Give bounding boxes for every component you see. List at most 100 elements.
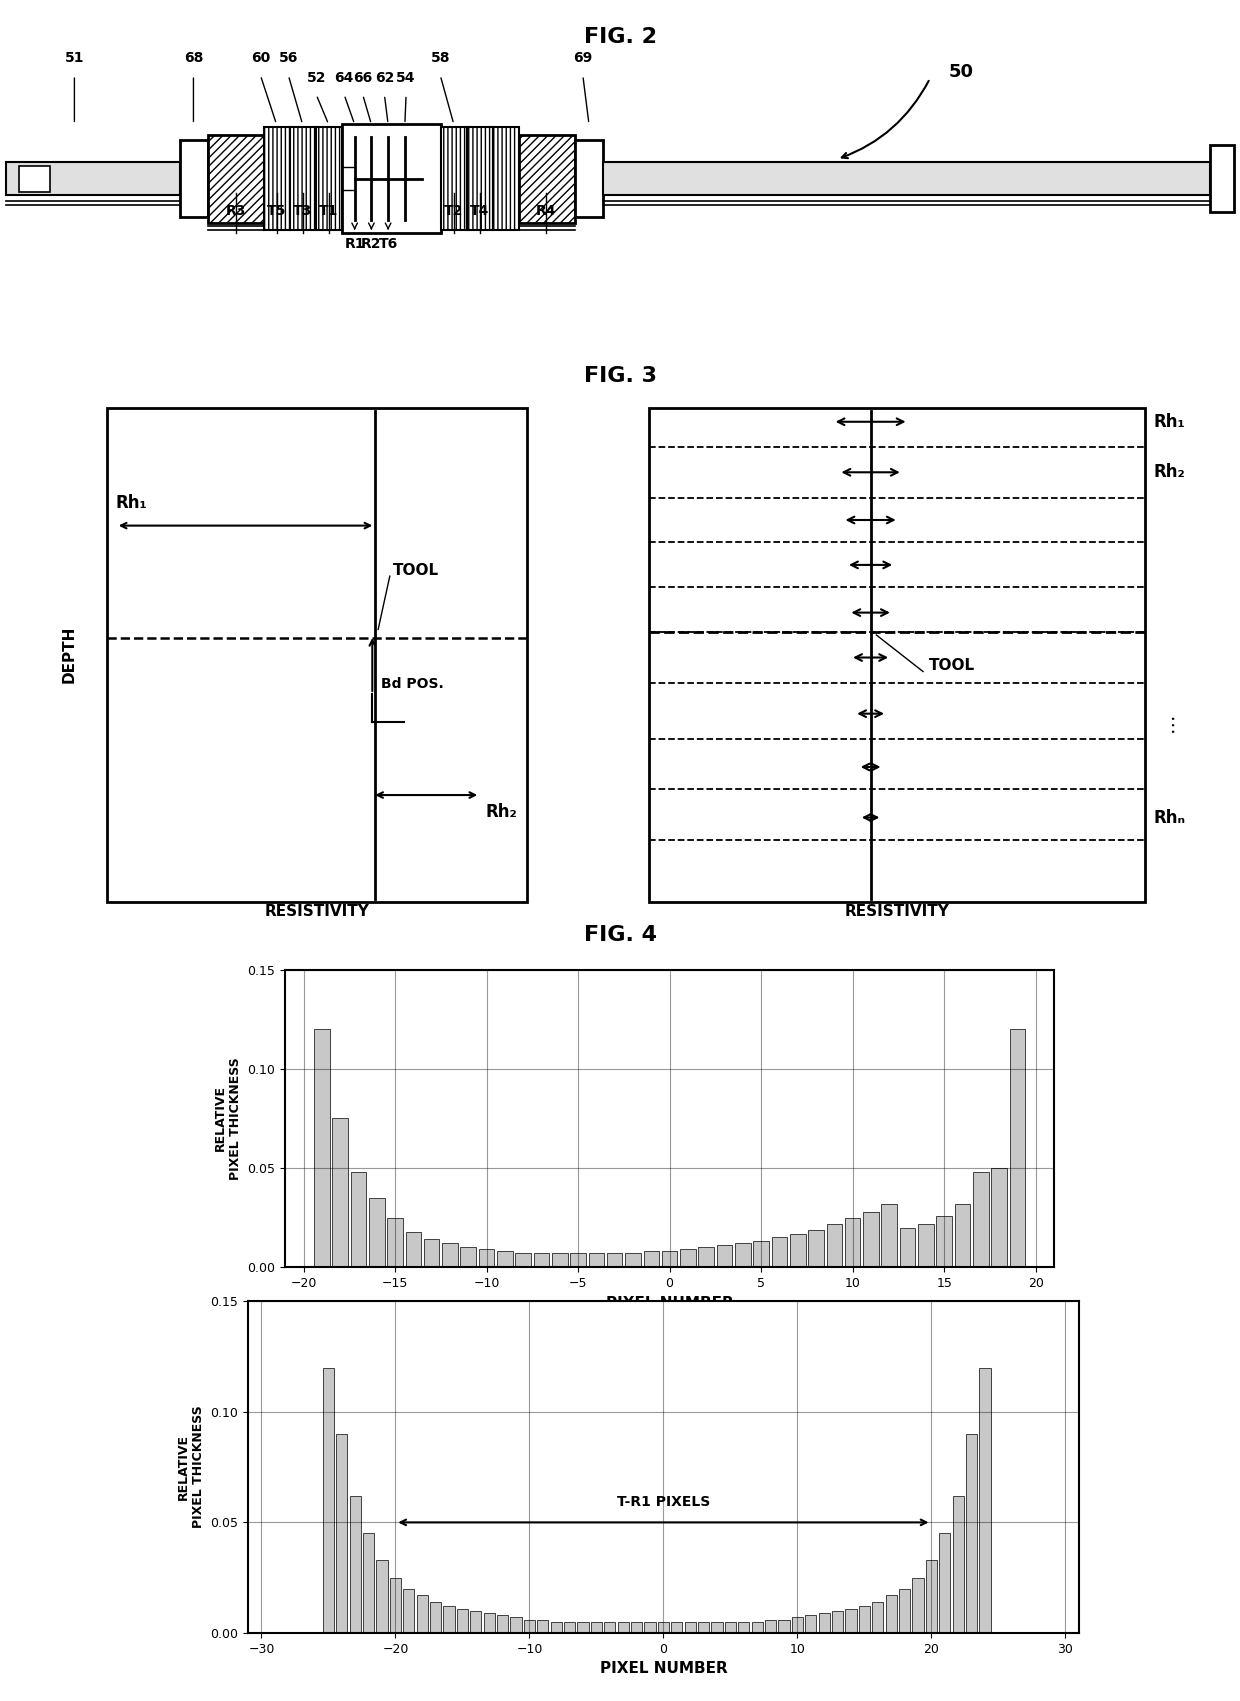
Bar xyxy=(444,1606,455,1633)
Bar xyxy=(441,128,466,230)
Bar xyxy=(936,1216,952,1267)
Bar xyxy=(322,1368,334,1633)
Text: 60: 60 xyxy=(250,51,270,65)
Bar xyxy=(754,1242,769,1267)
Bar xyxy=(698,1247,714,1267)
Bar xyxy=(460,1247,476,1267)
Bar xyxy=(832,1611,843,1633)
Bar xyxy=(336,1434,347,1633)
Bar xyxy=(466,128,494,230)
Bar xyxy=(717,1245,733,1267)
Text: Rh₁: Rh₁ xyxy=(115,493,148,512)
Text: 66: 66 xyxy=(353,71,372,85)
Bar xyxy=(618,1623,629,1633)
Bar xyxy=(389,1579,401,1633)
Bar xyxy=(589,1254,604,1267)
Bar xyxy=(899,1589,910,1633)
Text: TOOL: TOOL xyxy=(929,658,975,674)
Bar xyxy=(650,408,1145,902)
Bar xyxy=(991,1169,1007,1267)
Text: 64: 64 xyxy=(335,71,353,85)
Bar xyxy=(370,1198,384,1267)
Bar xyxy=(918,1223,934,1267)
Text: 58: 58 xyxy=(430,51,450,65)
Bar xyxy=(671,1623,682,1633)
Bar xyxy=(578,1623,589,1633)
X-axis label: PIXEL NUMBER: PIXEL NUMBER xyxy=(605,1296,734,1310)
Bar xyxy=(518,134,575,223)
Bar xyxy=(724,1623,737,1633)
Bar xyxy=(497,1616,508,1633)
Bar xyxy=(470,1611,481,1633)
Bar xyxy=(859,1606,870,1633)
Text: T4: T4 xyxy=(470,204,490,218)
Bar xyxy=(484,1613,495,1633)
Text: T1: T1 xyxy=(319,204,339,218)
Bar xyxy=(405,1232,422,1267)
Bar xyxy=(900,1228,915,1267)
Bar xyxy=(827,1223,842,1267)
Bar xyxy=(779,1619,790,1633)
Bar xyxy=(511,1618,522,1633)
Bar xyxy=(606,1254,622,1267)
Bar xyxy=(208,134,263,223)
X-axis label: PIXEL NUMBER: PIXEL NUMBER xyxy=(599,1662,728,1675)
Bar xyxy=(631,1623,642,1633)
Bar xyxy=(417,1596,428,1633)
Bar xyxy=(552,1254,568,1267)
Bar xyxy=(973,1172,988,1267)
Bar xyxy=(443,1243,458,1267)
Bar xyxy=(662,1252,677,1267)
Y-axis label: RELATIVE
PIXEL THICKNESS: RELATIVE PIXEL THICKNESS xyxy=(177,1405,205,1529)
Bar xyxy=(551,1623,562,1633)
Bar xyxy=(523,1619,536,1633)
Text: ⋯: ⋯ xyxy=(1162,713,1180,731)
Text: R4: R4 xyxy=(536,204,556,218)
Bar xyxy=(376,1560,388,1633)
Bar xyxy=(19,165,50,192)
Bar xyxy=(980,1368,991,1633)
Bar xyxy=(805,1616,816,1633)
Bar xyxy=(844,1218,861,1267)
Bar xyxy=(1009,1029,1025,1267)
Bar xyxy=(791,1618,804,1633)
Bar xyxy=(1210,145,1234,213)
Text: FIG. 4: FIG. 4 xyxy=(584,925,656,944)
Bar xyxy=(537,1619,548,1633)
Text: FIG. 2: FIG. 2 xyxy=(584,27,656,46)
Bar xyxy=(939,1534,951,1633)
Bar xyxy=(765,1619,776,1633)
Text: Bd POS.: Bd POS. xyxy=(381,677,444,691)
Text: R3: R3 xyxy=(226,204,246,218)
Text: 69: 69 xyxy=(573,51,593,65)
Bar xyxy=(564,1623,575,1633)
Bar xyxy=(966,1434,977,1633)
Text: T5: T5 xyxy=(267,204,286,218)
Bar xyxy=(387,1218,403,1267)
Bar xyxy=(885,1596,897,1633)
Bar xyxy=(6,163,180,196)
Text: R1: R1 xyxy=(345,236,365,250)
Text: T2: T2 xyxy=(444,204,464,218)
Bar xyxy=(818,1613,830,1633)
Text: T3: T3 xyxy=(293,204,312,218)
Bar xyxy=(456,1609,467,1633)
Bar xyxy=(751,1623,763,1633)
Bar xyxy=(575,139,603,218)
Text: TOOL: TOOL xyxy=(393,563,439,578)
Text: T6: T6 xyxy=(378,236,398,250)
Bar xyxy=(516,1254,531,1267)
Bar xyxy=(644,1252,660,1267)
Bar xyxy=(604,1623,615,1633)
Text: 68: 68 xyxy=(184,51,203,65)
Text: RESISTIVITY: RESISTIVITY xyxy=(844,903,950,919)
Text: 51: 51 xyxy=(64,51,84,65)
Bar xyxy=(180,139,207,218)
Text: Rh₂: Rh₂ xyxy=(1153,463,1185,481)
Bar xyxy=(363,1534,374,1633)
Bar xyxy=(351,1172,366,1267)
Bar xyxy=(263,128,290,230)
Text: DEPTH: DEPTH xyxy=(62,626,77,684)
Bar xyxy=(952,1495,963,1633)
Bar xyxy=(680,1249,696,1267)
